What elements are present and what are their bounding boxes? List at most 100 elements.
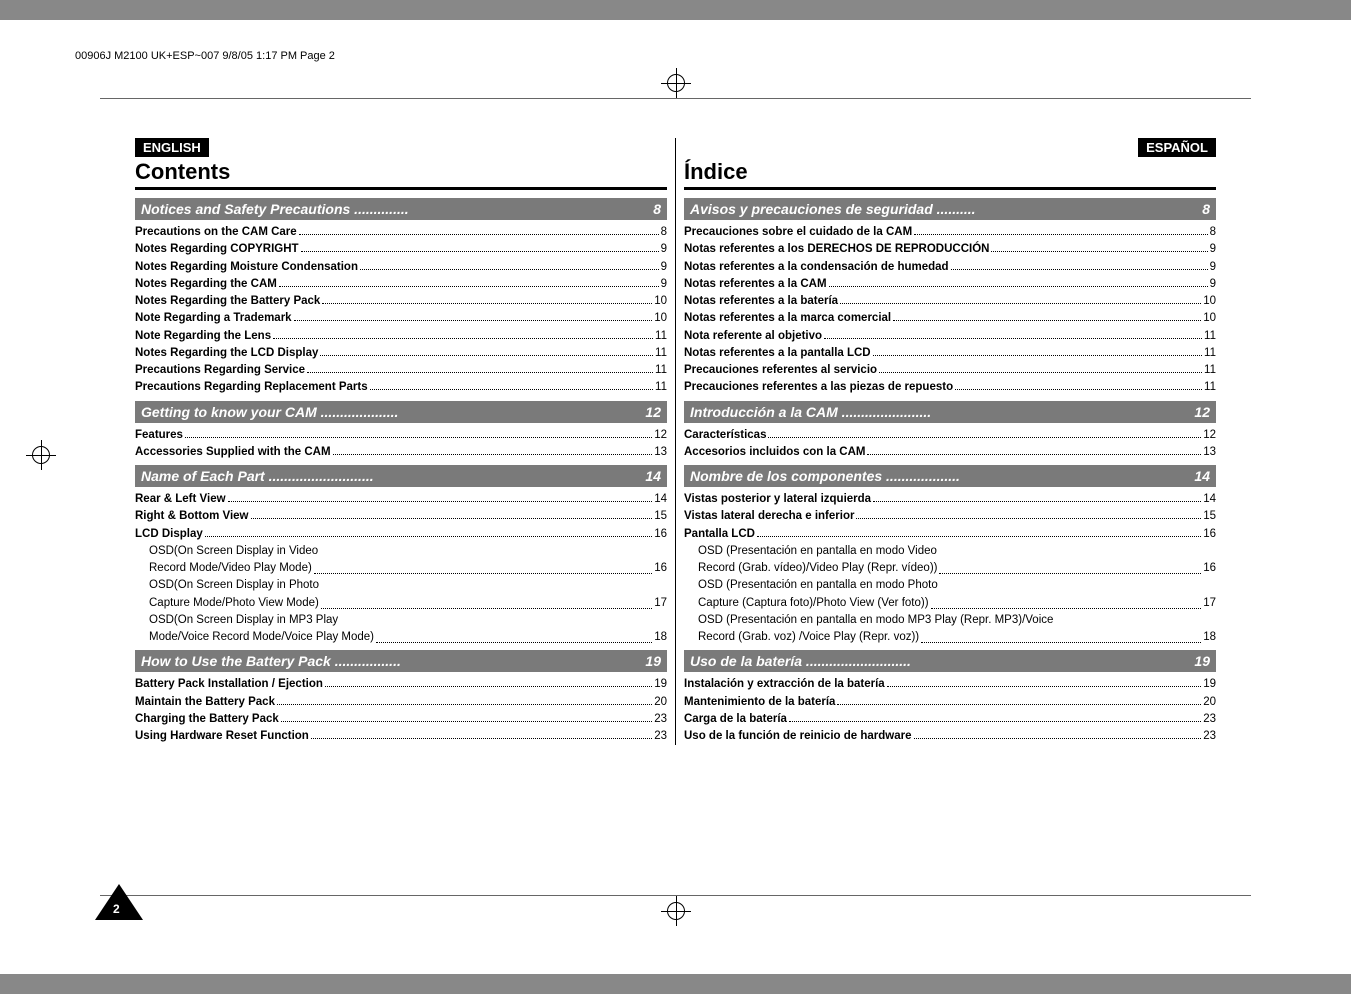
toc-entry-dots: [299, 234, 659, 235]
toc-entry-dots: [320, 355, 653, 356]
toc-entry-dots: [273, 338, 653, 339]
toc-entry-dots: [914, 738, 1202, 739]
toc-entry-page: 9: [1210, 276, 1216, 293]
section-heading-page: 12: [1194, 404, 1210, 420]
toc-entry-label: Pantalla LCD: [684, 526, 755, 543]
toc-entry-page: 23: [1203, 728, 1216, 745]
toc-entry: LCD Display16: [135, 526, 667, 543]
toc-entry-label: Using Hardware Reset Function: [135, 728, 309, 745]
toc-entry-dots: [873, 501, 1201, 502]
toc-entry: Uso de la función de reinicio de hardwar…: [684, 728, 1216, 745]
toc-entry-page: 9: [661, 276, 667, 293]
section-heading: Getting to know your CAM ...............…: [135, 401, 667, 423]
toc-entry: Notas referentes a los DERECHOS DE REPRO…: [684, 241, 1216, 258]
toc-entry-page: 16: [1203, 560, 1216, 577]
toc-entry-dots: [376, 629, 652, 643]
toc-entry-dots: [370, 389, 653, 390]
toc-entry-dots: [251, 518, 653, 519]
toc-entry-label: Precautions Regarding Service: [135, 362, 305, 379]
toc-entry-page: 19: [654, 676, 667, 693]
toc-entry: Notes Regarding the CAM9: [135, 276, 667, 293]
toc-entry: Notas referentes a la batería10: [684, 293, 1216, 310]
toc-entry: Vistas lateral derecha e inferior15: [684, 508, 1216, 525]
toc-entry-page: 16: [654, 560, 667, 577]
toc-entry: Note Regarding the Lens 11: [135, 328, 667, 345]
toc-entry-page: 8: [1210, 224, 1216, 241]
toc-entry-page: 11: [1204, 328, 1216, 345]
section-heading-page: 8: [1202, 201, 1210, 217]
toc-entry: Accessories Supplied with the CAM13: [135, 444, 667, 461]
toc-entry-page: 17: [654, 595, 667, 612]
toc-entry-page: 11: [655, 328, 667, 345]
section-heading-label: How to Use the Battery Pack ............…: [141, 653, 401, 669]
crop-mark-top: [661, 68, 691, 98]
toc-entry: Accesorios incluidos con la CAM13: [684, 444, 1216, 461]
toc-entry-page: 12: [1203, 427, 1216, 444]
toc-entry-page: 15: [654, 508, 667, 525]
toc-entry: Charging the Battery Pack23: [135, 711, 667, 728]
toc-entry-page: 9: [1210, 241, 1216, 258]
toc-entry-dots: [333, 454, 653, 455]
toc-entry-page: 11: [1204, 362, 1216, 379]
toc-entry: Instalación y extracción de la batería19: [684, 676, 1216, 693]
toc-entry-dots: [281, 721, 652, 722]
toc-entry: Using Hardware Reset Function23: [135, 728, 667, 745]
toc-entry-label: Notas referentes a la marca comercial: [684, 310, 891, 327]
section-heading-label: Notices and Safety Precautions .........…: [141, 201, 409, 217]
toc-entry-page: 10: [654, 310, 667, 327]
toc-entry-dots: [277, 704, 652, 705]
toc-entry: OSD (Presentación en pantalla en modo Vi…: [684, 543, 1216, 578]
toc-entry-page: 14: [1203, 491, 1216, 508]
toc-entry-dots: [837, 704, 1201, 705]
toc-entry-page: 23: [1203, 711, 1216, 728]
toc-entry: Mantenimiento de la batería20: [684, 694, 1216, 711]
toc-entry-page: 9: [661, 241, 667, 258]
toc-entry-page: 19: [1203, 676, 1216, 693]
toc-entry: Precauciones referentes a las piezas de …: [684, 379, 1216, 396]
toc-entry: Notes Regarding Moisture Condensation9: [135, 259, 667, 276]
toc-entry: Pantalla LCD16: [684, 526, 1216, 543]
toc-entry-label: Notas referentes a los DERECHOS DE REPRO…: [684, 241, 989, 258]
toc-entry: OSD(On Screen Display in VideoRecord Mod…: [135, 543, 667, 578]
title-contents: Contents: [135, 159, 667, 190]
section-heading-label: Name of Each Part ......................…: [141, 468, 374, 484]
toc-entry-label-cont: Record Mode/Video Play Mode): [149, 560, 312, 577]
toc-entry-label: Precauciones sobre el cuidado de la CAM: [684, 224, 912, 241]
toc-entry-dots: [301, 251, 659, 252]
toc-entry-label: Carga de la batería: [684, 711, 787, 728]
crop-mark-left: [26, 440, 56, 470]
toc-entry-dots: [311, 738, 652, 739]
toc-entry: Notes Regarding the LCD Display11: [135, 345, 667, 362]
toc-entry-label: Note Regarding the Lens: [135, 328, 271, 345]
section-heading-page: 14: [645, 468, 661, 484]
toc-entry-dots: [360, 269, 659, 270]
toc-entry-label: OSD(On Screen Display in MP3 Play: [149, 614, 338, 626]
toc-entry-label-cont: Record (Grab. voz) /Voice Play (Repr. vo…: [698, 629, 919, 646]
toc-entry-dots: [879, 372, 1202, 373]
section-heading-label: Avisos y precauciones de seguridad .....…: [690, 201, 976, 217]
section-heading: Notices and Safety Precautions .........…: [135, 198, 667, 220]
toc-entry-label: LCD Display: [135, 526, 203, 543]
toc-entry-page: 20: [654, 694, 667, 711]
toc-entry-dots: [991, 251, 1207, 252]
toc-entry-label: OSD(On Screen Display in Photo: [149, 579, 319, 591]
toc-entry-label: Accessories Supplied with the CAM: [135, 444, 331, 461]
section-heading-page: 19: [1194, 653, 1210, 669]
toc-entry-label: OSD (Presentación en pantalla en modo MP…: [698, 614, 1053, 626]
toc-entry-label: Notas referentes a la pantalla LCD: [684, 345, 871, 362]
toc-entry-dots: [314, 560, 652, 574]
section-heading-page: 19: [645, 653, 661, 669]
section-heading-label: Nombre de los componentes ..............…: [690, 468, 960, 484]
toc-entry-dots: [840, 303, 1201, 304]
toc-entry: Características12: [684, 427, 1216, 444]
trim-line-top: [100, 98, 1251, 99]
toc-entry-label: Notes Regarding Moisture Condensation: [135, 259, 358, 276]
lang-row-left: ENGLISH: [135, 138, 667, 157]
toc-entry: Features12: [135, 427, 667, 444]
toc-entry: Precauciones sobre el cuidado de la CAM 8: [684, 224, 1216, 241]
toc-entry-page: 9: [1210, 259, 1216, 276]
toc-entry-label: Battery Pack Installation / Ejection: [135, 676, 323, 693]
toc-entry-dots: [856, 518, 1201, 519]
toc-entry: Rear & Left View14: [135, 491, 667, 508]
section-heading: Introducción a la CAM ..................…: [684, 401, 1216, 423]
